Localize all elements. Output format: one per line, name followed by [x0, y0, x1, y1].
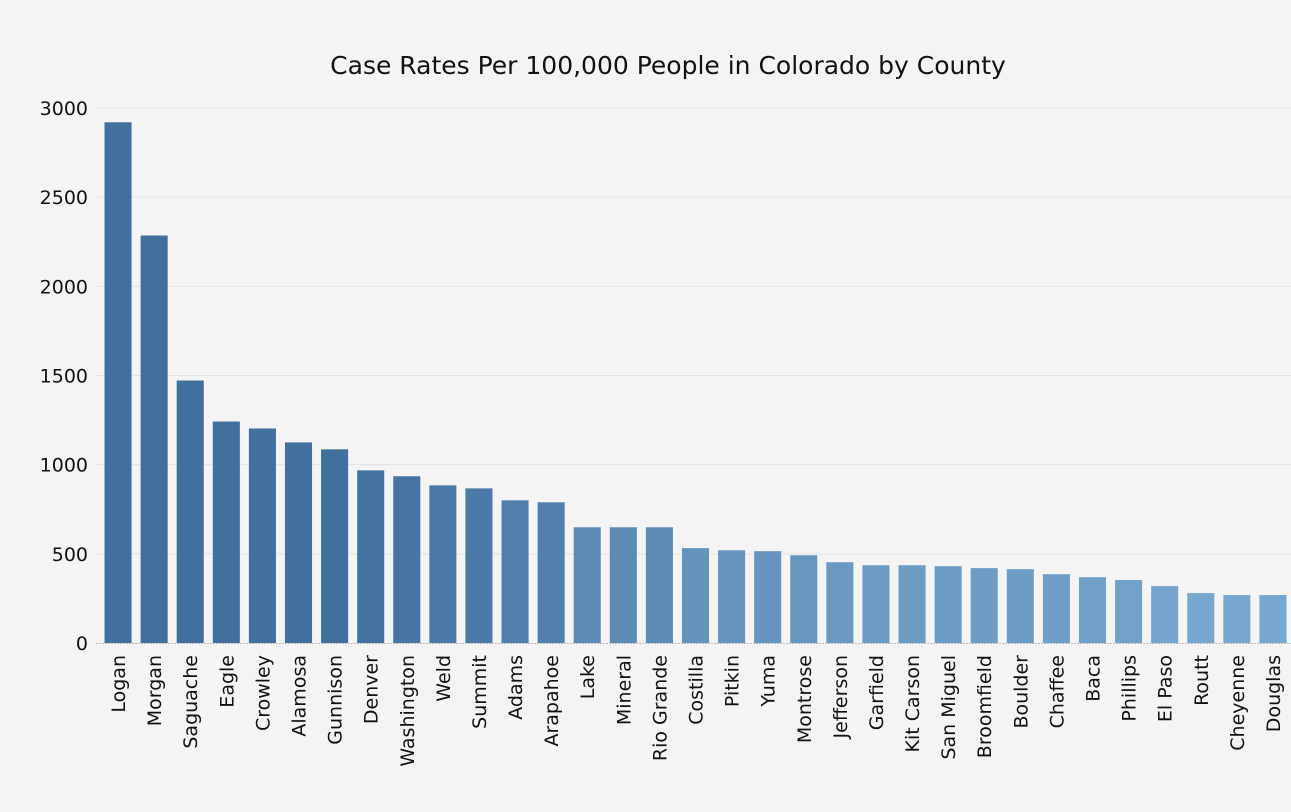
- bar-montrose: [790, 555, 818, 643]
- x-tick-label: Jefferson: [830, 655, 852, 739]
- x-tick-label: Crowley: [252, 655, 274, 731]
- bar-weld: [429, 485, 457, 643]
- bar-denver: [357, 470, 385, 643]
- chart-title: Case Rates Per 100,000 People in Colorad…: [330, 51, 1006, 80]
- x-tick-label: Douglas: [1263, 655, 1285, 732]
- bar-chaffee: [1042, 574, 1070, 643]
- bar-baca: [1078, 577, 1107, 643]
- bar-cheyenne: [1223, 595, 1251, 643]
- bar-kit-carson: [898, 565, 926, 643]
- y-tick-label: 1000: [40, 455, 88, 477]
- bar-douglas: [1259, 595, 1287, 643]
- x-axis-ticks: Logan Morgan Saguache Eagle Crowley Alamosa Gu…: [108, 655, 1285, 767]
- bar-arapahoe: [537, 502, 565, 643]
- x-tick-label: Gunnison: [325, 655, 347, 745]
- x-tick-label: El Paso: [1155, 655, 1177, 722]
- x-tick-label: Boulder: [1010, 655, 1032, 729]
- bar-crowley: [248, 428, 276, 643]
- x-tick-label: Montrose: [794, 655, 816, 743]
- x-tick-label: Kit Carson: [902, 655, 924, 753]
- x-tick-label: Denver: [361, 655, 383, 724]
- bar-lake: [573, 527, 601, 643]
- bar-washington: [393, 476, 421, 643]
- bar-el-paso: [1151, 586, 1179, 643]
- x-tick-label: Lake: [577, 655, 599, 699]
- x-tick-label: Summit: [469, 655, 491, 729]
- bars: [104, 122, 1287, 644]
- bar-boulder: [1006, 569, 1034, 643]
- bar-costilla: [681, 548, 710, 643]
- bar-adams: [501, 500, 529, 643]
- x-tick-label: Chaffee: [1046, 655, 1068, 728]
- bar-jefferson: [826, 562, 854, 643]
- bar-saguache: [176, 380, 204, 643]
- bar-gunnison: [321, 449, 349, 643]
- y-tick-label: 2500: [40, 187, 88, 209]
- x-tick-label: Adams: [505, 655, 527, 720]
- bar-eagle: [212, 421, 240, 643]
- y-axis-ticks: 0 500 1000 1500 2000 2500 3000: [40, 98, 88, 655]
- bar-morgan: [140, 235, 168, 643]
- x-tick-label: Phillips: [1119, 655, 1141, 722]
- x-tick-label: Pitkin: [722, 655, 744, 707]
- x-tick-label: Eagle: [216, 655, 238, 708]
- bar-rio-grande: [645, 527, 673, 643]
- x-tick-label: Alamosa: [289, 655, 311, 737]
- bar-summit: [465, 488, 493, 643]
- bar-routt: [1187, 593, 1215, 643]
- x-tick-label: Rio Grande: [649, 655, 671, 761]
- bar-san-miguel: [934, 566, 962, 643]
- x-tick-label: Weld: [433, 655, 455, 702]
- bar-alamosa: [284, 442, 313, 643]
- bar-yuma: [754, 551, 782, 643]
- x-tick-label: Mineral: [613, 655, 635, 725]
- y-tick-label: 3000: [40, 98, 88, 120]
- x-tick-label: Garfield: [866, 655, 888, 730]
- x-tick-label: San Miguel: [938, 655, 960, 760]
- bar-pitkin: [718, 550, 746, 643]
- y-tick-label: 1500: [40, 366, 88, 388]
- y-tick-label: 2000: [40, 276, 88, 298]
- bar-garfield: [862, 565, 890, 643]
- x-tick-label: Washington: [397, 655, 419, 767]
- x-tick-label: Costilla: [686, 655, 708, 725]
- bar-phillips: [1115, 580, 1143, 643]
- y-tick-label: 500: [52, 544, 88, 566]
- x-tick-label: Saguache: [180, 655, 202, 749]
- x-tick-label: Baca: [1083, 655, 1105, 702]
- x-tick-label: Logan: [108, 655, 130, 713]
- x-tick-label: Arapahoe: [541, 655, 563, 747]
- bar-mineral: [609, 527, 637, 643]
- x-tick-label: Routt: [1191, 655, 1213, 706]
- bar-logan: [104, 122, 132, 644]
- y-tick-label: 0: [76, 633, 88, 655]
- x-tick-label: Broomfield: [974, 655, 996, 758]
- x-tick-label: Cheyenne: [1227, 655, 1249, 751]
- x-tick-label: Morgan: [144, 655, 166, 726]
- x-tick-label: Yuma: [758, 655, 780, 708]
- bar-broomfield: [970, 568, 998, 643]
